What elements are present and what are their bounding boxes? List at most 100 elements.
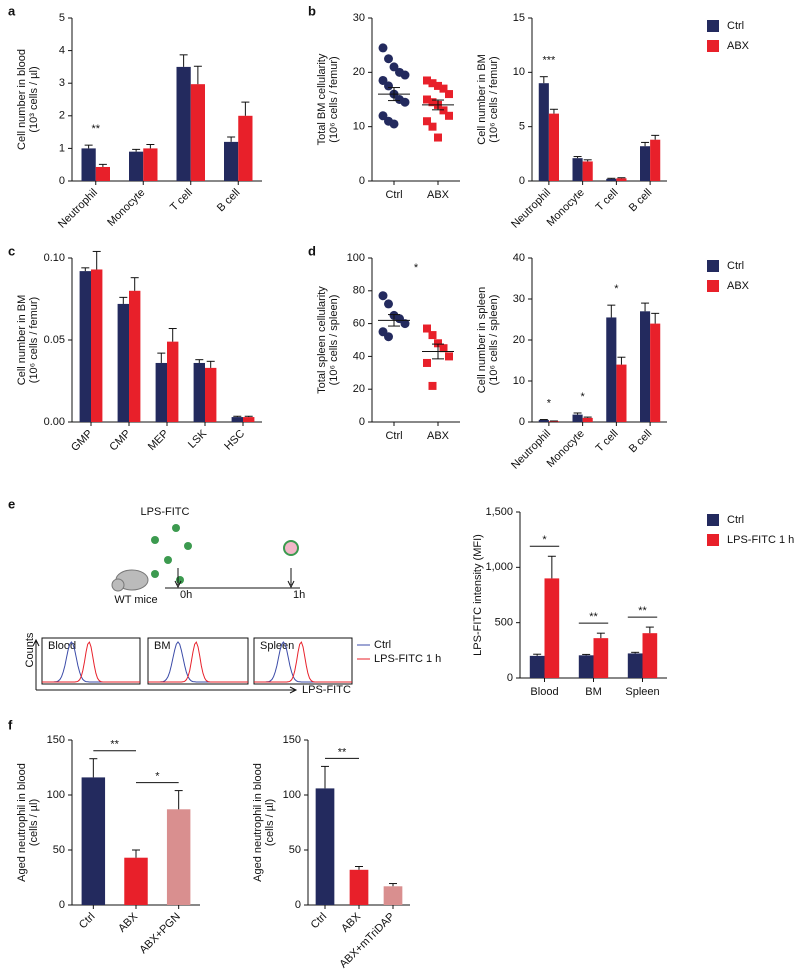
point <box>389 119 399 129</box>
x-tick-label: T cell <box>168 187 195 214</box>
y-axis-label: (10⁶ cells / spleen) <box>488 295 500 386</box>
y-axis-label: (10⁶ cells / femur) <box>28 297 40 383</box>
bar <box>544 578 560 678</box>
lps-dot <box>172 524 180 532</box>
legend-label: ABX <box>727 40 750 52</box>
y-tick-label: 20 <box>353 66 365 78</box>
significance: * <box>547 397 552 409</box>
y-tick-label: 30 <box>353 12 365 24</box>
schematic-title: LPS-FITC <box>141 506 190 518</box>
y-axis-label: Cell number in blood <box>16 49 28 150</box>
lps-dot <box>164 556 172 564</box>
bar <box>650 323 661 422</box>
bar <box>176 66 191 181</box>
chart: 0.00 0.05 0.10 Cell number in BM (10⁶ cells … <box>16 250 262 454</box>
x-tick-label: Blood <box>530 686 558 698</box>
point <box>384 332 393 342</box>
legend-swatch <box>707 280 719 292</box>
bar <box>349 869 369 905</box>
bar <box>640 146 651 181</box>
bar <box>593 638 609 678</box>
bar <box>238 115 253 181</box>
bar <box>616 178 627 181</box>
point <box>384 81 393 91</box>
y-tick-label: 150 <box>47 734 65 746</box>
bar <box>538 419 549 422</box>
x-tick-label: Neutrophil <box>509 187 553 231</box>
panel-label: f <box>8 717 13 732</box>
x-tick-label: LSK <box>186 427 210 451</box>
lps-dot <box>151 536 159 544</box>
bar <box>205 367 217 422</box>
y-tick-label: 0 <box>519 416 525 428</box>
point <box>378 111 388 121</box>
chart: 0 20 40 60 80 100 Total spleen cellularity (10⁶… <box>316 252 460 442</box>
y-tick-label: 5 <box>519 121 525 133</box>
histogram <box>148 641 248 683</box>
histogram-frame <box>147 637 249 685</box>
bar <box>642 633 658 678</box>
y-tick-label: 0.10 <box>44 252 65 264</box>
point <box>423 95 431 104</box>
panel-label: d <box>308 243 316 258</box>
point <box>428 331 437 340</box>
x-tick-label: Spleen <box>625 686 659 698</box>
point <box>400 97 410 107</box>
y-tick-label: 0 <box>507 672 513 684</box>
chart: 0 50 100 150 Aged neutrophil in blood (cells … <box>252 734 410 971</box>
x-tick-label: ABX <box>427 430 450 442</box>
bar <box>231 417 243 422</box>
bar <box>79 271 91 422</box>
bar <box>578 655 594 678</box>
y-tick-label: 100 <box>347 252 365 264</box>
y-tick-label: 10 <box>353 121 365 133</box>
chart: 0 1 2 3 4 5 Cell number in blood (10³ cells / µ… <box>16 12 262 231</box>
significance: *** <box>542 55 556 67</box>
point <box>423 76 431 85</box>
y-tick-label: 1 <box>59 142 65 154</box>
y-tick-label: 1,500 <box>485 506 513 518</box>
bar <box>224 141 239 181</box>
x-tick-label: Neutrophil <box>56 187 100 231</box>
point <box>423 117 431 126</box>
y-tick-label: 0 <box>59 899 65 911</box>
legend-label: Ctrl <box>374 639 391 651</box>
chart: 0 50 100 150 Aged neutrophil in blood (cells … <box>16 734 200 956</box>
bar <box>81 148 96 181</box>
x-tick-label: T cell <box>594 428 621 455</box>
tissue-label: Spleen <box>260 640 294 652</box>
point <box>445 111 453 120</box>
bar <box>548 421 559 422</box>
x-tick-label: Ctrl <box>309 911 330 932</box>
x-tick-label: MEP <box>146 428 171 453</box>
panel-label: e <box>8 496 15 511</box>
histogram <box>254 641 352 683</box>
point <box>384 299 393 309</box>
significance: * <box>155 771 160 783</box>
y-tick-label: 0 <box>295 899 301 911</box>
y-tick-label: 60 <box>353 318 365 330</box>
significance: * <box>614 283 619 295</box>
significance: ** <box>91 123 100 135</box>
point <box>428 122 437 131</box>
arrow-head <box>32 638 40 647</box>
fitc-label: LPS-FITC <box>302 684 351 696</box>
bar <box>124 857 148 905</box>
x-tick-label: HSC <box>222 428 247 453</box>
point <box>378 43 388 53</box>
x-tick-label: B cell <box>627 187 655 215</box>
y-tick-label: 50 <box>53 844 65 856</box>
legend-swatch <box>707 20 719 32</box>
x-tick-label: Monocyte <box>105 187 147 229</box>
bar <box>155 362 167 422</box>
x-tick-label: Monocyte <box>545 428 587 470</box>
x-tick-label: B cell <box>627 428 655 456</box>
point <box>389 62 399 72</box>
point <box>378 75 388 85</box>
y-tick-label: 0 <box>359 416 365 428</box>
y-tick-label: 100 <box>47 789 65 801</box>
bar <box>582 417 593 422</box>
bar <box>616 364 627 422</box>
x-tick-label: Monocyte <box>545 187 587 229</box>
y-tick-label: 100 <box>283 789 301 801</box>
